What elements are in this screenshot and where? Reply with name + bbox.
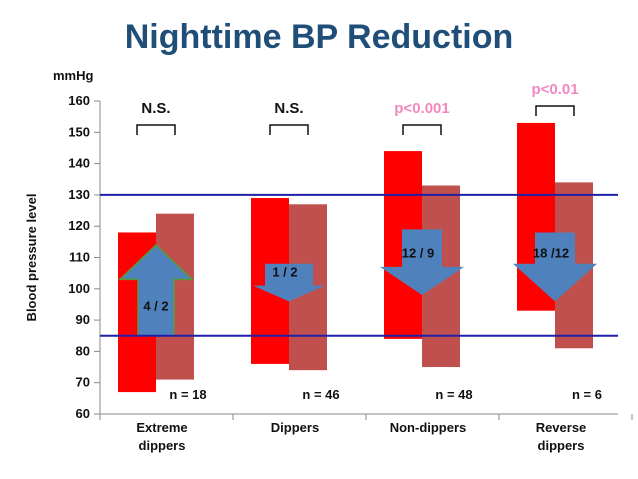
significance-label: p<0.001 <box>394 100 449 117</box>
y-unit-label: mmHg <box>53 68 94 83</box>
y-tick-label: 80 <box>76 343 90 358</box>
x-category-label: Dippers <box>271 420 319 435</box>
down-arrow-icon <box>513 232 597 302</box>
x-category-label: dippers <box>139 438 186 453</box>
significance-bracket <box>535 105 575 116</box>
change-label: 1 / 2 <box>272 264 297 279</box>
significance-label: N.S. <box>274 100 303 117</box>
y-tick-label: 150 <box>68 124 90 139</box>
y-tick-label: 140 <box>68 156 90 171</box>
y-tick-label: 100 <box>68 281 90 296</box>
x-category-label: Reverse <box>536 420 587 435</box>
chart-title: Nighttime BP Reduction <box>124 18 514 56</box>
y-tick-label: 130 <box>68 187 90 202</box>
n-label: n = 48 <box>435 387 472 402</box>
significance-label: N.S. <box>141 100 170 117</box>
up-arrow-icon <box>118 243 194 337</box>
significance-bracket <box>402 124 442 135</box>
n-label: n = 46 <box>302 387 339 402</box>
y-tick-label: 60 <box>76 406 90 421</box>
y-axis-title: Blood pressure level <box>24 194 39 322</box>
n-label: n = 18 <box>169 387 206 402</box>
n-label: n = 6 <box>572 387 602 402</box>
y-tick-label: 110 <box>69 250 90 265</box>
change-label: 18 /12 <box>533 246 569 261</box>
down-arrow-icon <box>380 229 464 296</box>
y-tick-label: 90 <box>76 312 90 327</box>
significance-bracket <box>269 124 309 135</box>
y-tick-label: 70 <box>76 375 90 390</box>
significance-bracket <box>136 124 176 135</box>
x-category-label: dippers <box>538 438 585 453</box>
down-arrow-icon <box>253 263 325 302</box>
x-category-label: Extreme <box>136 420 187 435</box>
x-category-label: Non-dippers <box>390 420 467 435</box>
significance-label: p<0.01 <box>531 81 578 98</box>
change-label: 4 / 2 <box>143 299 168 314</box>
change-label: 12 / 9 <box>402 246 435 261</box>
y-tick-label: 160 <box>68 93 90 108</box>
y-tick-label: 120 <box>68 218 90 233</box>
